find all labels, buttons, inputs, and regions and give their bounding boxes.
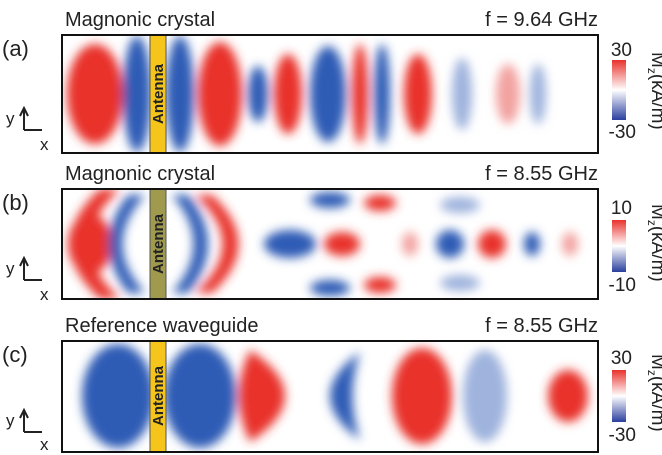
- wave-blob: [440, 197, 480, 213]
- wave-blob: [404, 54, 432, 134]
- panel-label: (b): [2, 190, 29, 215]
- axis-arrows: [20, 108, 42, 130]
- wave-blob: [364, 195, 396, 211]
- frequency: f = 9.64 GHz: [485, 9, 598, 31]
- colorbar: [612, 370, 626, 422]
- quantity: Mz(kA/m): [645, 354, 662, 432]
- colorbar-min: -10: [609, 275, 636, 296]
- wave-blob: [562, 232, 578, 256]
- wave-blob: [374, 44, 390, 144]
- axis-y: y: [6, 411, 15, 430]
- colorbar-title: Mz(kA/m): [645, 354, 662, 432]
- colorbar-title: Mz(kA/m): [645, 204, 662, 282]
- colorbar-min: -30: [609, 425, 636, 446]
- wave-blob: [324, 232, 360, 256]
- colorbar: [612, 60, 626, 120]
- wave-blob: [166, 36, 194, 152]
- wave-blob: [478, 230, 506, 258]
- quantity: Mz(kA/m): [645, 204, 662, 282]
- wave-blob: [82, 344, 154, 448]
- colorbar-max: 10: [611, 198, 632, 219]
- wave-blob: [264, 230, 316, 258]
- axis-y: y: [6, 109, 15, 128]
- panel-a: (a) Magnonic crystal f = 9.64 GHz Antenn…: [2, 9, 662, 154]
- antenna-label: Antenna: [150, 213, 167, 274]
- panel-b: (b) Magnonic crystal f = 8.55 GHz Antenn…: [2, 163, 662, 304]
- wave-blob: [67, 44, 123, 144]
- panel-label: (a): [2, 36, 29, 61]
- wave-blob: [352, 44, 368, 144]
- wave-blob: [198, 42, 242, 146]
- panel-title: Reference waveguide: [65, 315, 258, 337]
- wave-blob: [440, 275, 480, 291]
- panel-c: (c) Reference waveguide f = 8.55 GHz Ant…: [2, 315, 662, 454]
- axis-x: x: [40, 435, 49, 454]
- panel-title: Magnonic crystal: [65, 163, 215, 185]
- wave-blob: [248, 66, 268, 122]
- antenna-label: Antenna: [150, 365, 167, 426]
- wave-blob: [123, 36, 151, 152]
- panel-label: (c): [2, 342, 28, 367]
- colorbar-max: 30: [611, 348, 632, 369]
- wave-blob: [524, 232, 540, 256]
- colorbar: [612, 220, 626, 272]
- axis-arrows: [20, 410, 42, 432]
- wave-blob: [452, 58, 472, 130]
- wave-blob: [164, 344, 236, 448]
- figure: (a) Magnonic crystal f = 9.64 GHz Antenn…: [0, 0, 662, 455]
- quantity: Mz(kA/m): [645, 52, 662, 130]
- wave-blob: [402, 232, 418, 256]
- wave-blob: [548, 370, 588, 422]
- wave-blob: [310, 46, 346, 142]
- panel-title: Magnonic crystal: [65, 9, 215, 31]
- colorbar-max: 30: [611, 40, 632, 61]
- axis-arrows: [20, 258, 42, 280]
- wave-blob: [310, 280, 350, 296]
- frequency: f = 8.55 GHz: [485, 315, 598, 337]
- wave-blob: [436, 230, 464, 258]
- antenna-label: Antenna: [150, 63, 167, 124]
- colorbar-min: -30: [609, 122, 636, 143]
- frequency: f = 8.55 GHz: [485, 163, 598, 185]
- wave-blob: [310, 192, 350, 208]
- wave-blob: [496, 64, 520, 124]
- colorbar-title: Mz(kA/m): [645, 52, 662, 130]
- wave-blob: [274, 54, 302, 134]
- axis-y: y: [6, 259, 15, 278]
- wave-blob: [392, 348, 452, 444]
- wave-blob: [364, 277, 396, 293]
- axis-x: x: [40, 135, 49, 154]
- wave-blob: [463, 350, 507, 442]
- wave-blob: [530, 64, 546, 124]
- axis-x: x: [40, 285, 49, 304]
- wave-blob: [68, 214, 112, 274]
